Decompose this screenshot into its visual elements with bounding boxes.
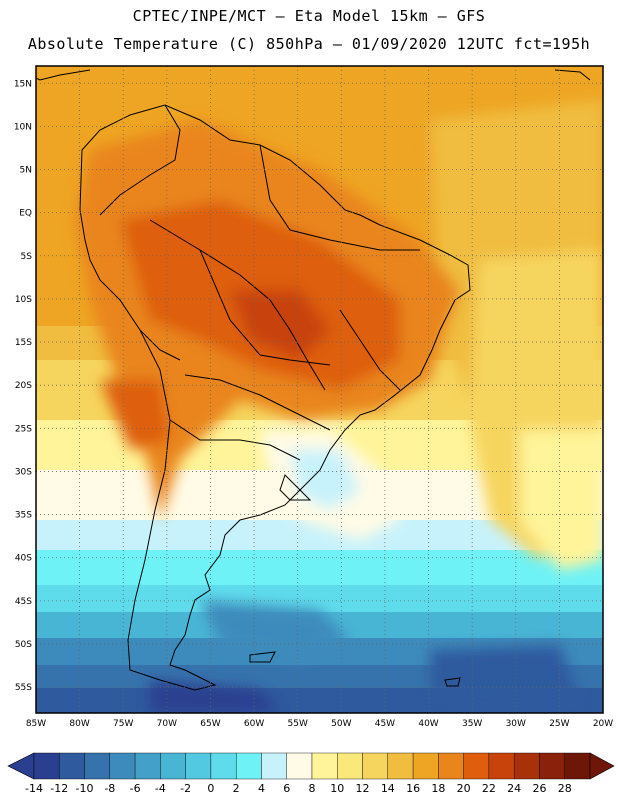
map-title-line-1: CPTEC/INPE/MCT – Eta Model 15km – GFS: [132, 7, 486, 25]
latitude-tick-label: 20S: [15, 381, 32, 391]
longitude-tick-label: 55W: [288, 719, 308, 729]
colorbar-tick-label: 22: [482, 782, 496, 795]
colorbar-segment: [539, 752, 565, 780]
latitude-tick-label: 10S: [15, 295, 32, 305]
colorbar-tick-label: 28: [558, 782, 572, 795]
colorbar-segment: [412, 752, 439, 780]
colorbar-segment: [59, 752, 85, 780]
colorbar-tick-label: -4: [155, 782, 166, 795]
colorbar-tick-label: -8: [104, 782, 115, 795]
colorbar-tick-label: 16: [406, 782, 420, 795]
colorbar-tick-label: 14: [381, 782, 395, 795]
latitude-tick-label: 30S: [15, 467, 32, 477]
colorbar-arrow-high: [589, 752, 615, 780]
temperature-field: [36, 66, 603, 713]
latitude-labels: 15N 10N 5N EQ 5S 10S 15S 20S 25S 30S 35S 40S 45S 50S 5…: [14, 79, 32, 693]
colorbar-segment: [311, 752, 338, 780]
colorbar-tick-label: 18: [431, 782, 445, 795]
colorbar-tick-label: 0: [207, 782, 214, 795]
latitude-tick-label: 45S: [15, 597, 32, 607]
colorbar-tick-label: 20: [457, 782, 471, 795]
latitude-tick-label: 10N: [14, 122, 32, 132]
colorbar-segment: [488, 752, 515, 780]
longitude-tick-label: 75W: [113, 719, 133, 729]
colorbar-segment: [261, 752, 287, 780]
longitude-tick-label: 40W: [418, 719, 438, 729]
colorbar-segment: [362, 752, 389, 780]
graticule: [36, 66, 603, 713]
colorbar-tick-label: 10: [330, 782, 344, 795]
colorbar-arrow-low: [7, 752, 35, 780]
longitude-tick-label: 60W: [244, 719, 264, 729]
latitude-tick-label: 40S: [15, 554, 32, 564]
colorbar-segment: [210, 752, 237, 780]
colorbar-segment: [438, 752, 464, 780]
longitude-tick-label: 50W: [331, 719, 351, 729]
latitude-tick-label: 15N: [14, 79, 32, 89]
temperature-colorbar: [7, 752, 615, 780]
map-frame: [35, 65, 604, 714]
longitude-tick-label: 20W: [593, 719, 613, 729]
colorbar-segment: [160, 752, 186, 780]
longitude-labels: 85W 80W 75W 70W 65W 60W 55W 50W 45W 40W 35W 30W 25W 2…: [26, 719, 613, 729]
longitude-tick-label: 45W: [375, 719, 395, 729]
colorbar-tick-label: 8: [309, 782, 316, 795]
colorbar-tick-label: 26: [532, 782, 546, 795]
latitude-tick-label: EQ: [19, 209, 32, 219]
colorbar-segment: [84, 752, 111, 780]
latitude-tick-label: 5S: [21, 252, 33, 262]
longitude-tick-label: 35W: [462, 719, 482, 729]
latitude-tick-label: 15S: [15, 338, 32, 348]
colorbar-segment: [387, 752, 414, 780]
colorbar-segment: [337, 752, 363, 780]
latitude-tick-label: 35S: [15, 511, 32, 521]
colorbar-tick-label: -12: [50, 782, 68, 795]
colorbar-tick-label: 6: [283, 782, 290, 795]
longitude-tick-label: 70W: [157, 719, 177, 729]
colorbar-segment: [235, 752, 262, 780]
colorbar-labels: -14 -12 -10 -8 -6 -4 -2 0 2 4 6 8 10 12 14 16 18 20 22 24 26…: [25, 782, 572, 795]
colorbar-tick-label: -2: [180, 782, 191, 795]
latitude-tick-label: 5N: [20, 166, 32, 176]
latitude-tick-label: 55S: [15, 683, 32, 693]
longitude-tick-label: 25W: [549, 719, 569, 729]
longitude-tick-label: 30W: [506, 719, 526, 729]
colorbar-tick-label: -10: [76, 782, 94, 795]
colorbar-segment: [513, 752, 540, 780]
latitude-tick-label: 25S: [15, 424, 32, 434]
longitude-tick-label: 85W: [26, 719, 46, 729]
colorbar-segment: [33, 752, 60, 780]
colorbar-segment: [134, 752, 161, 780]
map-title-line-2: Absolute Temperature (C) 850hPa – 01/09/…: [27, 35, 591, 53]
colorbar-segment: [185, 752, 212, 780]
longitude-tick-label: 65W: [200, 719, 220, 729]
latitude-tick-label: 50S: [15, 640, 32, 650]
longitude-tick-label: 80W: [69, 719, 89, 729]
colorbar-segment: [286, 752, 313, 780]
colorbar-segment: [109, 752, 136, 780]
colorbar-segment: [564, 752, 591, 780]
colorbar-tick-label: -6: [130, 782, 141, 795]
colorbar-tick-label: 12: [356, 782, 370, 795]
colorbar-tick-label: 4: [258, 782, 265, 795]
colorbar-segment: [463, 752, 490, 780]
colorbar-tick-label: -14: [25, 782, 43, 795]
colorbar-tick-label: 24: [507, 782, 521, 795]
colorbar-tick-label: 2: [233, 782, 240, 795]
